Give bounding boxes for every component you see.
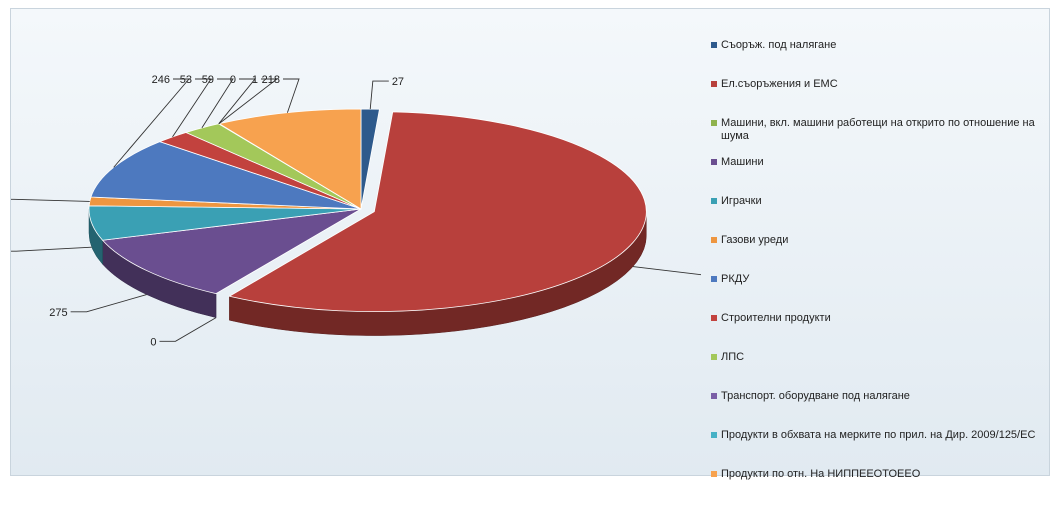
pie-chart: 271446027513935246535901218 — [11, 74, 701, 348]
legend-item: ЛПС — [711, 351, 1051, 364]
legend-swatch — [711, 81, 717, 87]
legend-label: Транспорт. оборудване под налягане — [721, 390, 910, 402]
legend-item: Строителни продукти — [711, 312, 1051, 325]
data-label: 0 — [230, 74, 236, 86]
legend-label: Машини, вкл. машини работещи на открито … — [721, 117, 1035, 142]
data-label: 0 — [150, 336, 156, 348]
data-label: 246 — [152, 74, 170, 86]
legend-item: Продукти по отн. На НИППЕЕОТОЕЕО — [711, 468, 1051, 481]
legend-swatch — [711, 354, 717, 360]
pie-slice — [101, 208, 362, 295]
legend-label: РКДУ — [721, 273, 750, 285]
legend-label: Строителни продукти — [721, 312, 831, 324]
legend-swatch — [711, 276, 717, 282]
data-label-leader — [172, 78, 212, 138]
legend-item: Продукти в обхвата на мерките по прил. н… — [711, 429, 1051, 442]
legend-swatch — [711, 42, 717, 48]
legend-swatch — [711, 237, 717, 243]
data-label: 218 — [262, 74, 280, 86]
legend-label: Машини — [721, 156, 764, 168]
legend-swatch — [711, 198, 717, 204]
pie-slice — [218, 108, 362, 210]
legend-item: Машини — [711, 156, 1051, 169]
pie-slice — [360, 108, 380, 210]
data-label-leader — [70, 294, 147, 313]
data-label: 27 — [392, 76, 404, 88]
legend: Съоръж. под налягане Ел.съоръжения и ЕМС М… — [711, 39, 1051, 507]
data-label-leader — [283, 78, 300, 113]
legend-item: Играчки — [711, 195, 1051, 208]
data-label: 59 — [202, 74, 214, 86]
data-label-leader — [113, 78, 190, 168]
legend-swatch — [711, 159, 717, 165]
legend-swatch — [711, 315, 717, 321]
data-label: 275 — [49, 307, 67, 319]
legend-item: Газови уреди — [711, 234, 1051, 247]
data-label-leader — [11, 246, 92, 252]
chart-area: 271446027513935246535901218 Съоръж. под … — [10, 8, 1050, 480]
legend-label: Играчки — [721, 195, 762, 207]
data-label-leader — [218, 78, 256, 125]
data-label-leader — [218, 78, 279, 125]
data-label: 53 — [180, 74, 192, 86]
legend-label: Продукти в обхвата на мерките по прил. н… — [721, 429, 1036, 441]
legend-label: Съоръж. под налягане — [721, 39, 837, 51]
data-label-leader — [201, 78, 234, 129]
legend-swatch — [711, 471, 717, 477]
legend-item: РКДУ — [711, 273, 1051, 286]
pie-slice — [228, 111, 647, 312]
data-label-leader — [369, 80, 389, 110]
legend-item: Транспорт. оборудване под налягане — [711, 390, 1051, 403]
legend-swatch — [711, 432, 717, 438]
legend-label: Продукти по отн. На НИППЕЕОТОЕЕО — [721, 468, 921, 480]
data-label-leader — [632, 266, 701, 276]
legend-label: ЛПС — [721, 351, 745, 363]
legend-swatch — [711, 393, 717, 399]
data-label: 1 — [252, 74, 258, 86]
legend-label: Ел.съоръжения и ЕМС — [721, 78, 838, 90]
legend-item: Ел.съоръжения и ЕМС — [711, 78, 1051, 91]
data-label-leader — [11, 198, 90, 202]
legend-item: Съоръж. под налягане — [711, 39, 1051, 52]
data-label-leader — [159, 317, 217, 342]
legend-item: Машини, вкл. машини работещи на открито … — [711, 117, 1051, 143]
legend-swatch — [711, 120, 717, 126]
legend-label: Газови уреди — [721, 234, 789, 246]
